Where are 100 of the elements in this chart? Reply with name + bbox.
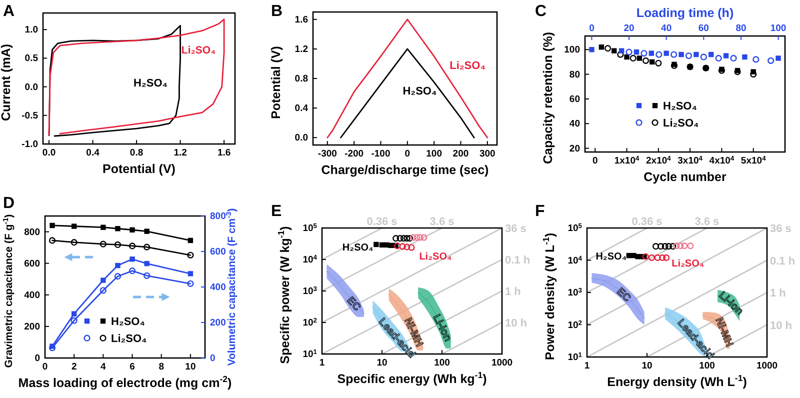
y-tick-label: 200 [24,321,40,332]
point [604,45,612,52]
y-tick-label: 600 [24,258,40,270]
point [187,252,194,258]
y-tick-label: 80 [569,69,580,80]
y-tick-label: 1.6 [294,14,308,26]
y-tick-label: 1.0 [24,24,38,36]
x-tick-label: 100 [699,360,715,372]
series-label: H₂SO₄ [596,252,627,263]
series-label: H₂SO₄ [134,77,168,90]
point [144,272,150,279]
x-tick-label: 100 [434,358,450,369]
point [636,56,642,61]
point [100,278,106,283]
x-tick-label: 4 [100,362,107,373]
point [598,44,604,50]
x-tick-label: -100 [371,148,390,160]
y-tick-label: 10$^{1}$ [568,352,582,364]
y2-tick-label: 800 [210,211,226,222]
point [50,222,55,228]
x-tick-label: 200 [452,148,469,160]
chart-title: C [535,3,547,20]
point [188,238,194,244]
y-tick-label: 0.5 [24,53,39,64]
y-tick-label: -1.0 [22,139,38,150]
point [188,271,194,276]
y-tick-label: 10$^{2}$ [302,317,318,329]
point [115,226,120,232]
x-axis-title: Energy density (Wh L$^{-1}$) [607,373,747,389]
y-tick-label: 1.2 [294,44,308,55]
point [144,260,150,266]
point [100,224,106,230]
chart-title: B [271,3,283,20]
point [144,228,150,234]
y-tick-label: 10$^{5}$ [302,222,318,234]
x2-tick-label: 100 [770,23,786,34]
x-tick-label: 4x10$^{4}$ [709,155,734,167]
x2-tick-label: 40 [661,23,672,34]
legend-label: Li₂SO₄ [111,333,147,346]
x-tick-label: 1 [319,358,326,369]
y2-tick-label: 200 [210,318,226,329]
point [630,54,636,62]
y-tick-label: 10$^{3}$ [302,286,318,298]
y2-tick-label: 600 [210,246,226,258]
y-tick-label: -0.5 [22,110,39,122]
series-label: H₂SO₄ [402,85,437,98]
point [649,59,655,65]
legend-label: Li₂SO₄ [663,118,699,130]
x-tick-label: 0 [592,156,598,167]
x-axis-title: Cycle number [644,170,726,184]
chart-title: D [3,195,15,212]
series-label: Li₂SO₄ [181,44,216,57]
x-tick-label: 0.8 [130,148,144,159]
x2-axis-title: Loading time (h) [636,6,734,20]
chart-title: E [271,203,282,220]
y-tick-label: 10$^{4}$ [302,254,318,266]
series-label: H₂SO₄ [342,242,374,254]
x-tick-label: 0.0 [42,148,56,159]
y-tick-label: 100 [564,44,580,56]
x-tick-label: -200 [344,148,364,160]
series-label: Li₂SO₄ [672,258,704,270]
series-label: Li₂SO₄ [419,252,452,262]
point [114,241,122,248]
y-tick-label: 10$^{2}$ [568,319,582,331]
x-axis-title: Mass loading of electrode (mg cm$^{-2}$) [18,374,232,390]
x-tick-label: 2x10$^{4}$ [646,155,672,167]
legend-label: H₂SO₄ [111,316,145,328]
y-tick-label: 400 [24,290,40,301]
point [48,237,56,244]
point [187,280,194,287]
x-tick-label: 1000 [491,358,513,369]
point [100,287,106,294]
x-axis-title: Potential (V) [102,162,176,176]
y-axis-title: Capacity retention (%) [541,32,555,164]
point [642,57,650,64]
y-tick-label: 20 [569,143,580,154]
point [100,240,106,248]
y-tick-label: 0.8 [294,74,308,85]
y-tick-label: 10$^{1}$ [302,348,318,360]
y2-tick-label: 400 [210,282,226,294]
y-tick-label: 0.0 [294,132,308,144]
x-tick-label: 2 [71,362,77,373]
point [617,51,624,58]
x-tick-label: 1.6 [217,148,231,159]
point [114,273,122,280]
chart-title: F [535,203,545,220]
y-tick-label: 10$^{5}$ [568,222,582,234]
legend-label: H₂SO₄ [663,100,697,113]
x-tick-label: 100 [426,148,442,160]
point [71,224,77,229]
y-tick-label: 800 [24,226,40,238]
x-tick-label: -300 [318,148,337,160]
y-tick-label: 60 [569,94,580,105]
point [130,227,135,232]
point [115,262,120,268]
series-label: Li₂SO₄ [450,60,486,72]
point [48,344,56,352]
point [71,311,77,316]
point [128,268,136,274]
point [144,244,150,250]
